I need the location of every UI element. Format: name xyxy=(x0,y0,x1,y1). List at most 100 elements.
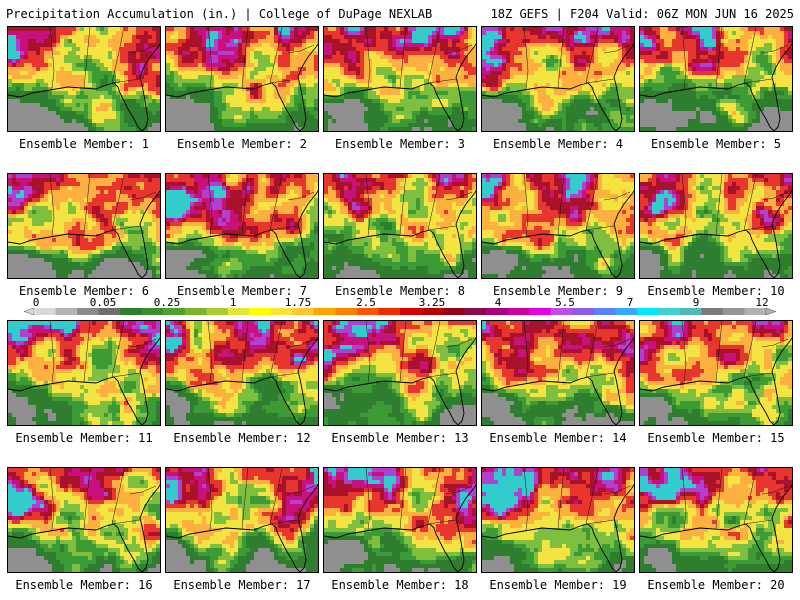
colorbar-swatch xyxy=(486,308,508,315)
ensemble-map-panel xyxy=(7,26,161,132)
precip-field xyxy=(8,174,160,278)
ensemble-member-label: Ensemble Member: 19 xyxy=(479,578,637,592)
precip-field xyxy=(8,468,160,572)
state-border xyxy=(445,191,473,201)
colorbar-swatch xyxy=(701,308,724,315)
precip-field xyxy=(640,27,792,131)
precip-field xyxy=(640,174,792,278)
state-border xyxy=(761,191,789,201)
state-border xyxy=(585,372,615,378)
state-border xyxy=(585,225,615,231)
ensemble-member-label: Ensemble Member: 5 xyxy=(637,137,795,151)
colorbar-swatch xyxy=(184,308,207,315)
state-border xyxy=(365,321,371,384)
state-border xyxy=(743,468,757,525)
ensemble-map-panel xyxy=(639,173,793,279)
coastline xyxy=(482,43,634,131)
ensemble-map-panel xyxy=(323,173,477,279)
state-border xyxy=(743,372,773,378)
state-border xyxy=(129,191,157,201)
colorbar-tick-label: 7 xyxy=(627,296,634,309)
ensemble-map-panel xyxy=(165,320,319,426)
colorbar-tick-label: 0 xyxy=(33,296,40,309)
precip-field xyxy=(166,27,318,131)
state-border xyxy=(743,174,757,231)
coastline xyxy=(640,337,792,425)
ensemble-map-panel xyxy=(481,467,635,573)
ensemble-map-panel xyxy=(165,467,319,573)
state-border xyxy=(557,27,565,89)
coastline xyxy=(8,337,160,425)
colorbar-swatch xyxy=(378,308,401,315)
state-border xyxy=(49,27,55,90)
ensemble-map-panel xyxy=(639,26,793,132)
ensemble-map-panel xyxy=(165,173,319,279)
state-border xyxy=(427,468,441,525)
coastline xyxy=(8,484,160,572)
state-border xyxy=(427,225,457,231)
state-border xyxy=(111,225,141,231)
coastline xyxy=(166,484,318,572)
state-border xyxy=(523,174,529,237)
colorbar-tick-label: 3.25 xyxy=(419,296,446,309)
state-border xyxy=(603,485,631,495)
state-border xyxy=(241,321,249,383)
state-border xyxy=(427,174,441,231)
state-border xyxy=(427,27,441,84)
ensemble-map-panel xyxy=(323,320,477,426)
ensemble-member-label: Ensemble Member: 7 xyxy=(163,284,321,298)
state-border xyxy=(427,372,457,378)
state-border xyxy=(287,485,315,495)
ensemble-member-label: Ensemble Member: 1 xyxy=(5,137,163,151)
coastline xyxy=(640,484,792,572)
state-border xyxy=(603,191,631,201)
ensemble-member-label: Ensemble Member: 14 xyxy=(479,431,637,445)
colorbar-tick-label: 5.5 xyxy=(555,296,575,309)
coastline xyxy=(482,190,634,278)
coastline xyxy=(8,190,160,278)
ensemble-map-panel xyxy=(481,26,635,132)
state-border xyxy=(445,485,473,495)
state-border xyxy=(111,321,125,378)
colorbar-tick-label: 1.75 xyxy=(285,296,312,309)
state-border xyxy=(681,468,687,531)
coastline xyxy=(324,190,476,278)
state-border xyxy=(743,225,773,231)
state-border xyxy=(715,321,723,383)
ensemble-map-panel xyxy=(481,320,635,426)
state-border xyxy=(111,27,125,84)
colorbar-swatch xyxy=(249,308,272,315)
coastline xyxy=(166,190,318,278)
state-border xyxy=(585,468,599,525)
coastline xyxy=(640,190,792,278)
state-border xyxy=(207,27,213,90)
colorbar-swatch xyxy=(77,308,99,315)
state-border xyxy=(427,519,457,525)
ensemble-member-label: Ensemble Member: 9 xyxy=(479,284,637,298)
state-border xyxy=(269,468,283,525)
state-border xyxy=(427,321,441,378)
colorbar-swatch xyxy=(270,308,293,315)
state-border xyxy=(287,44,315,54)
ensemble-member-label: Ensemble Member: 17 xyxy=(163,578,321,592)
precip-field xyxy=(324,174,476,278)
colorbar-swatch xyxy=(400,308,422,315)
colorbar-swatch xyxy=(593,308,616,315)
colorbar-tick-label: 12 xyxy=(755,296,768,309)
state-border xyxy=(287,191,315,201)
state-border xyxy=(287,338,315,348)
state-border xyxy=(241,174,249,236)
ensemble-map-panel xyxy=(481,173,635,279)
precip-field xyxy=(640,468,792,572)
state-border xyxy=(523,468,529,531)
ensemble-map-panel xyxy=(639,467,793,573)
state-border xyxy=(523,27,529,90)
state-border xyxy=(365,174,371,237)
ensemble-map-panel xyxy=(7,467,161,573)
state-border xyxy=(681,321,687,384)
state-border xyxy=(49,321,55,384)
precip-colorbar: 0 0.05 0.25 1 1.75 2.5 3.25 4 5.5 7 9 12 xyxy=(23,296,777,316)
state-border xyxy=(269,27,283,84)
state-border xyxy=(207,468,213,531)
coastline xyxy=(324,484,476,572)
